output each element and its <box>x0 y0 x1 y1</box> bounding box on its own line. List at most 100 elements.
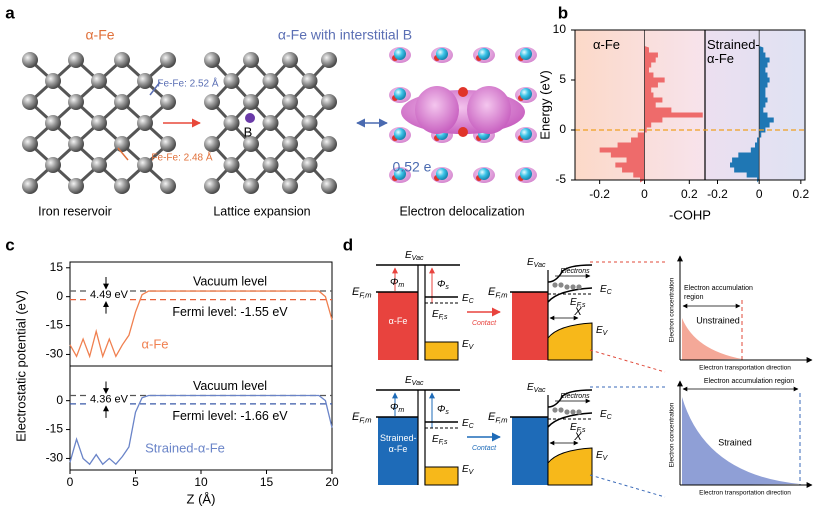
symbol-sub: F,s <box>439 314 448 321</box>
fe-atom <box>91 115 107 131</box>
fe-atom <box>301 115 318 131</box>
symbol: EV <box>462 464 475 476</box>
panel-title: α-Fe with interstitial B <box>278 27 412 43</box>
x-tick-label: 0.2 <box>792 187 809 201</box>
symbol: EF,s <box>432 309 448 321</box>
symbol: EVac <box>405 250 424 262</box>
electron <box>552 407 558 413</box>
fe-atom <box>262 73 279 89</box>
metal-block <box>512 292 548 360</box>
fe-atom <box>160 94 176 110</box>
fe-atom <box>22 52 38 68</box>
electron <box>564 284 570 290</box>
y-tick-label: 0 <box>56 393 63 407</box>
y-axis-label: Electrostatic potential (eV) <box>13 290 28 442</box>
bond-label: Fe-Fe: 2.48 Å <box>151 151 212 164</box>
symbol-sub: F,m <box>495 415 508 424</box>
concentration-area <box>682 397 800 485</box>
panel-title: α-Fe <box>85 27 114 43</box>
fe-atom <box>262 157 279 173</box>
symbol-sub: F,m <box>359 290 372 299</box>
fe-atom <box>282 136 298 152</box>
symbol-sub: F,s <box>439 439 448 446</box>
symbol-sub: V <box>469 344 475 351</box>
fe-atom <box>91 73 107 89</box>
electron <box>570 284 576 290</box>
y-tick-label: 15 <box>50 260 64 274</box>
series-label: Strained-α-Fe <box>145 440 225 455</box>
caption: Lattice expansion <box>213 204 310 218</box>
fe-atom <box>160 178 176 194</box>
symbol: Φm <box>390 277 404 289</box>
x-tick-label: -0.2 <box>589 187 610 201</box>
symbol-main: E <box>570 297 577 308</box>
fe-atom <box>436 168 448 180</box>
conduction-band <box>547 287 593 303</box>
y-tick-label: -15 <box>46 422 64 436</box>
electron <box>570 409 576 415</box>
caption: Electron delocalization <box>399 204 524 218</box>
electrons-label: Electrons <box>560 268 590 275</box>
fe-atom <box>204 52 220 68</box>
bond-label: Fe-Fe: 2.52 Å <box>157 77 218 90</box>
potential-line <box>69 394 333 466</box>
x-tick-label: 5 <box>132 475 139 489</box>
fe-atom <box>204 178 220 194</box>
label-bg <box>90 393 130 406</box>
y-axis-label: Energy (eV) <box>537 70 552 139</box>
electrons-label: Electrons <box>560 393 590 400</box>
potential-line <box>69 290 333 359</box>
fe-atom <box>91 157 107 173</box>
fe-atom <box>478 48 490 60</box>
fe-atom <box>45 157 61 173</box>
fe-atom <box>68 178 84 194</box>
symbol-sub: Vac <box>412 255 424 262</box>
electron <box>576 284 582 290</box>
series-label: α-Fe <box>593 37 621 52</box>
panel-letter: b <box>558 3 568 22</box>
symbol: Φs <box>437 279 449 291</box>
symbol: EF,m <box>352 411 372 424</box>
symbol-main: E <box>600 409 607 420</box>
symbol-sub: Vac <box>534 262 546 269</box>
fe-atom <box>45 73 61 89</box>
y-tick-label: -30 <box>46 347 64 361</box>
symbol-sub: m <box>398 407 404 414</box>
y-tick-label: 0 <box>559 122 566 136</box>
symbol-main: Φ <box>437 404 445 415</box>
symbol-sub: F,s <box>577 302 586 309</box>
metal-label: α-Fe <box>388 316 408 326</box>
fe-atom <box>22 178 38 194</box>
symbol-main: E <box>527 257 534 268</box>
fe-atom <box>478 168 490 180</box>
valence-band <box>424 341 459 361</box>
symbol-main: E <box>432 434 439 445</box>
electron <box>564 409 570 415</box>
y-tick-label: -5 <box>555 172 566 186</box>
fe-atom <box>114 178 130 194</box>
symbol-sub: s <box>445 409 449 416</box>
symbol: Φm <box>390 402 404 414</box>
symbol: EVac <box>405 375 424 387</box>
fe-atom <box>520 128 532 140</box>
symbol: EC <box>600 409 613 421</box>
zoom-line <box>589 349 666 373</box>
fe-atom <box>282 178 298 194</box>
x-tick-label: 10 <box>194 475 208 489</box>
fermi-label: Fermi level: -1.55 eV <box>172 305 288 319</box>
vacuum-level <box>547 264 593 283</box>
fe-atom <box>282 94 298 110</box>
symbol-main: E <box>405 250 412 261</box>
fe-atom <box>223 115 240 131</box>
work-function-label: 4.49 eV <box>90 289 129 301</box>
fe-atom <box>394 48 406 60</box>
x-axis-label: Electron transportation direction <box>699 365 791 372</box>
fe-atom <box>22 94 38 110</box>
region-label: Electron accumulation region <box>684 285 753 301</box>
symbol-sub: C <box>607 289 613 296</box>
x-tick-label: -0.2 <box>707 187 728 201</box>
symbol-sub: Vac <box>534 387 546 394</box>
symbol-main: E <box>527 382 534 393</box>
